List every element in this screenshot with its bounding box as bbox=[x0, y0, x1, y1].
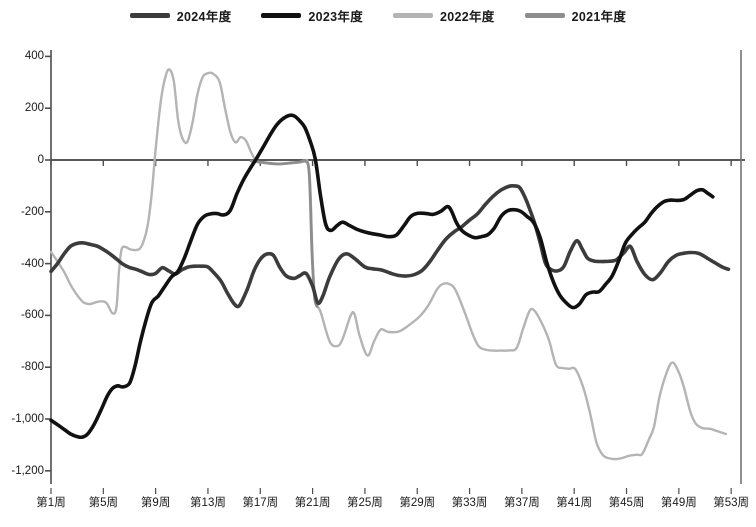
legend-item-2023年度: 2023年度 bbox=[261, 6, 363, 25]
x-axis-label: 第5周 bbox=[88, 497, 119, 509]
y-axis-label: -200 bbox=[20, 205, 44, 218]
legend-label: 2024年度 bbox=[176, 10, 232, 24]
legend-label: 2022年度 bbox=[440, 10, 495, 24]
x-axis-label: 第1周 bbox=[36, 497, 66, 509]
series-line-2024年度 bbox=[49, 184, 731, 309]
x-axis-label: 第29周 bbox=[399, 497, 436, 509]
legend-swatch-icon bbox=[393, 13, 433, 18]
legend-swatch-icon bbox=[524, 13, 565, 18]
x-axis-label: 第17周 bbox=[242, 497, 279, 509]
x-axis-label: 第9周 bbox=[140, 497, 171, 509]
legend-item-2021年度: 2021年度 bbox=[524, 6, 627, 25]
legend-item-2024年度: 2024年度 bbox=[129, 6, 232, 25]
x-axis-label: 第33周 bbox=[451, 497, 488, 509]
chart-legend: 2024年度 2023年度 2022年度 2021年度 bbox=[0, 6, 756, 25]
x-axis-label: 第21周 bbox=[294, 497, 331, 509]
legend-swatch-icon bbox=[129, 13, 170, 18]
x-axis-label: 第37周 bbox=[503, 497, 540, 509]
x-axis-label: 第45周 bbox=[608, 497, 645, 509]
y-axis-label: -800 bbox=[20, 361, 44, 374]
y-axis-label: -400 bbox=[20, 257, 44, 270]
series-line-2022年度 bbox=[49, 68, 728, 461]
legend-label: 2021年度 bbox=[571, 10, 627, 24]
x-axis-label: 第13周 bbox=[190, 497, 226, 509]
x-axis-label: 第49周 bbox=[660, 497, 697, 509]
y-axis-label: 400 bbox=[24, 50, 44, 63]
x-axis-label: 第41周 bbox=[556, 497, 593, 509]
series-line-2023年度 bbox=[49, 113, 715, 440]
y-axis-label: -1,000 bbox=[11, 413, 44, 425]
legend-label: 2023年度 bbox=[308, 10, 363, 24]
x-axis-label: 第53周 bbox=[713, 497, 750, 509]
y-axis-label: -1,200 bbox=[11, 464, 44, 477]
series-line-2021年度 bbox=[249, 159, 319, 308]
x-axis-label: 第25周 bbox=[347, 497, 383, 509]
y-axis-label: -600 bbox=[20, 309, 44, 322]
y-axis-label: 0 bbox=[37, 154, 44, 166]
legend-item-2022年度: 2022年度 bbox=[393, 6, 495, 25]
legend-swatch-icon bbox=[261, 13, 302, 18]
y-axis-label: 200 bbox=[24, 102, 44, 115]
